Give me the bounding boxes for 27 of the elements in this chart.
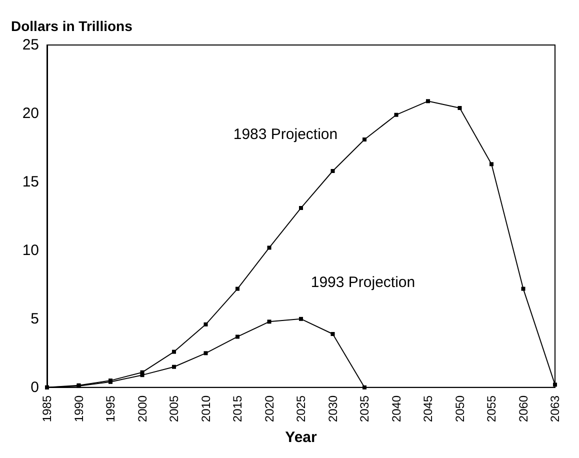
y-axis-title: Dollars in Trillions: [11, 18, 133, 34]
x-tick-label: 2055: [484, 395, 498, 422]
x-tick-label: 2030: [326, 395, 340, 422]
y-tick-label: 0: [30, 378, 39, 396]
x-tick-label: 2020: [262, 395, 276, 422]
x-tick-label: 2025: [294, 395, 308, 422]
x-tick-label: 1995: [104, 395, 118, 422]
x-tick-label: 2063: [548, 395, 562, 422]
x-tick-label: 2040: [389, 395, 404, 422]
y-tick-label: 5: [30, 310, 39, 328]
x-tick-label: 2035: [358, 395, 372, 422]
x-tick-label: 2015: [230, 395, 244, 422]
x-tick-label: 2045: [421, 395, 435, 422]
series-label: 1983 Projection: [233, 126, 338, 143]
x-axis-title: Year: [285, 429, 318, 446]
x-tick-label: 1990: [72, 395, 86, 422]
x-tick-label: 2060: [516, 395, 530, 422]
y-tick-label: 15: [22, 173, 39, 190]
series-label: 1993 Projection: [310, 274, 416, 291]
x-tick-label: 1985: [40, 395, 54, 422]
x-tick-label: 2010: [198, 395, 213, 422]
x-tick-label: 2000: [135, 395, 150, 422]
x-tick-label: 2050: [452, 395, 467, 422]
x-tick-label: 2005: [167, 395, 181, 422]
y-tick-label: 20: [22, 104, 39, 122]
y-tick-label: 25: [22, 36, 39, 54]
y-tick-label: 10: [22, 242, 39, 259]
